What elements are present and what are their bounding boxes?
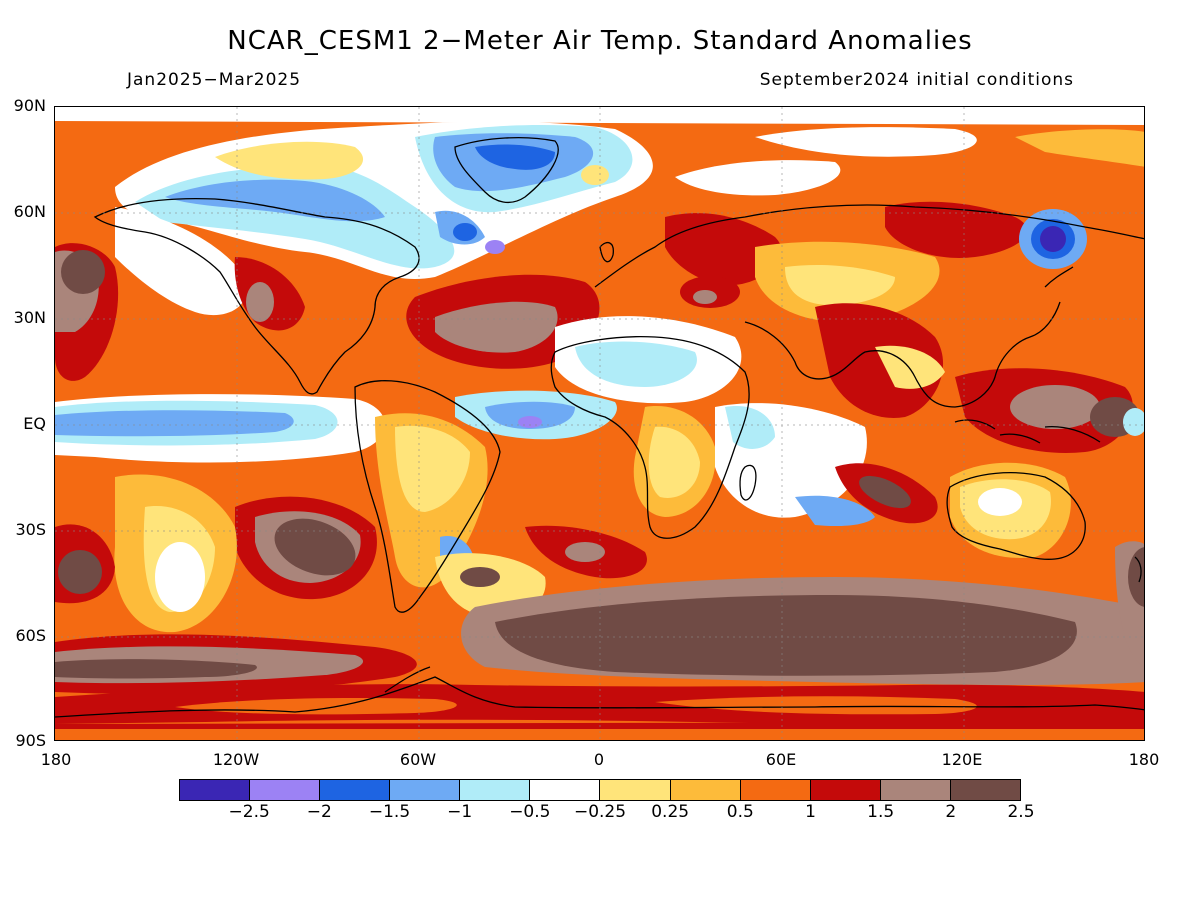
lon-label-60e: 60E xyxy=(765,750,797,769)
legend-color-box xyxy=(810,780,881,800)
lat-label-30s: 30S xyxy=(15,520,46,539)
legend-tick-label: −0.5 xyxy=(509,802,551,822)
legend-color-box xyxy=(180,780,251,800)
anomaly-map xyxy=(54,106,1145,741)
legend-tick-label: −1.5 xyxy=(368,802,411,822)
map-title: NCAR_CESM1 2−Meter Air Temp. Standard An… xyxy=(227,26,973,56)
legend-color-box xyxy=(740,780,811,800)
lat-label-60n: 60N xyxy=(13,202,46,221)
anomaly-field xyxy=(55,107,1144,740)
initial-conditions: September2024 initial conditions xyxy=(759,70,1074,90)
legend-tick-label: 1 xyxy=(805,802,816,822)
lon-label-120w: 120W xyxy=(212,750,260,769)
lat-label-90n: 90N xyxy=(13,96,46,115)
legend-color-box xyxy=(320,780,391,800)
lon-label-120e: 120E xyxy=(941,750,983,769)
legend-tick-label: 0.5 xyxy=(726,802,754,822)
legend-color-box xyxy=(880,780,951,800)
color-legend xyxy=(179,779,1021,801)
legend-color-box xyxy=(250,780,321,800)
lon-label-0: 0 xyxy=(593,750,605,769)
legend-color-box xyxy=(670,780,741,800)
legend-color-box xyxy=(390,780,461,800)
lat-label-eq: EQ xyxy=(23,414,46,433)
coastlines xyxy=(55,136,1144,718)
legend-color-box xyxy=(460,780,531,800)
legend-tick-label: 2 xyxy=(945,802,957,822)
lat-label-90s: 90S xyxy=(15,731,46,750)
lon-label-180e: 180 xyxy=(1128,750,1160,769)
graticule xyxy=(55,107,1144,740)
legend-tick-label: 1.5 xyxy=(867,802,895,822)
legend-color-box xyxy=(950,780,1020,800)
legend-color-box xyxy=(530,780,601,800)
lat-label-30n: 30N xyxy=(13,308,46,327)
legend-tick-label: 2.5 xyxy=(1007,802,1035,822)
forecast-period: Jan2025−Mar2025 xyxy=(127,70,302,90)
legend-color-box xyxy=(600,780,671,800)
legend-tick-label: −0.25 xyxy=(573,802,627,822)
lat-label-60s: 60S xyxy=(15,626,46,645)
lon-label-180w: 180 xyxy=(40,750,72,769)
legend-tick-label: −2 xyxy=(306,802,332,822)
legend-tick-label: −2.5 xyxy=(228,802,270,822)
legend-tick-label: 0.25 xyxy=(651,802,690,822)
lon-label-60w: 60W xyxy=(399,750,437,769)
legend-tick-label: −1 xyxy=(447,802,473,822)
